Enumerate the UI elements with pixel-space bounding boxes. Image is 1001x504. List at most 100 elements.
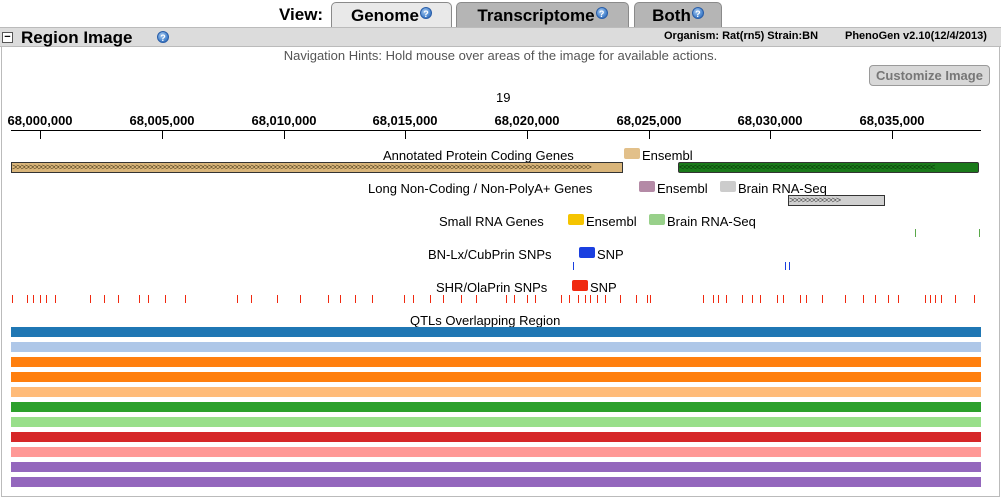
shr-snp-marker[interactable]	[898, 295, 899, 303]
shr-snp-marker[interactable]	[822, 295, 823, 303]
shr-snp-marker[interactable]	[605, 295, 606, 303]
shr-snp-marker[interactable]	[888, 295, 889, 303]
shr-snp-marker[interactable]	[340, 295, 341, 303]
shr-snp-marker[interactable]	[569, 295, 570, 303]
tab-both[interactable]: Both?	[634, 2, 722, 28]
qtl-bar[interactable]	[11, 462, 981, 472]
ensembl-legend-label: Ensembl	[657, 181, 708, 196]
shr-snp-marker[interactable]	[925, 295, 926, 303]
shr-snp-marker[interactable]	[40, 295, 41, 303]
shr-snp-marker[interactable]	[718, 295, 719, 303]
shr-snp-marker[interactable]	[726, 295, 727, 303]
shr-snp-marker[interactable]	[185, 295, 186, 303]
shr-snp-marker[interactable]	[941, 295, 942, 303]
qtl-bar[interactable]	[11, 447, 981, 457]
brain-rnaseq-legend-swatch	[649, 214, 665, 225]
shr-snp-marker[interactable]	[506, 295, 507, 303]
shr-snp-marker[interactable]	[527, 295, 528, 303]
shr-snp-marker[interactable]	[90, 295, 91, 303]
shr-snp-marker[interactable]	[703, 295, 704, 303]
shr-snp-marker[interactable]	[636, 295, 637, 303]
shr-snp-marker[interactable]	[974, 295, 975, 303]
shr-snp-marker[interactable]	[12, 295, 13, 303]
shr-snp-marker[interactable]	[148, 295, 149, 303]
shr-snp-marker[interactable]	[355, 295, 356, 303]
help-icon[interactable]: ?	[691, 7, 704, 19]
shr-snp-marker[interactable]	[165, 295, 166, 303]
qtl-bar[interactable]	[11, 387, 981, 397]
shr-snp-marker[interactable]	[33, 295, 34, 303]
view-tab-bar: View: Genome? Transcriptome? Both?	[0, 0, 1001, 28]
shr-snp-marker[interactable]	[806, 295, 807, 303]
shr-snp-marker[interactable]	[55, 295, 56, 303]
bn-snp-marker[interactable]	[573, 262, 574, 270]
qtl-bar[interactable]	[11, 402, 981, 412]
protein-coding-gene[interactable]: >>>>>>>>>>>>>>>>>>>>>>>>>>>>>>>>>>>>>>>>…	[11, 162, 623, 173]
shr-snp-marker[interactable]	[372, 295, 373, 303]
shr-snp-marker[interactable]	[845, 295, 846, 303]
tab-transcriptome[interactable]: Transcriptome?	[456, 2, 629, 28]
shr-snp-marker[interactable]	[578, 295, 579, 303]
shr-snp-marker[interactable]	[955, 295, 956, 303]
shr-snp-marker[interactable]	[713, 295, 714, 303]
shr-snp-marker[interactable]	[430, 295, 431, 303]
help-icon[interactable]: ?	[420, 7, 433, 19]
shr-snp-marker[interactable]	[404, 295, 405, 303]
qtl-bar[interactable]	[11, 342, 981, 352]
shr-snp-marker[interactable]	[800, 295, 801, 303]
shr-snp-marker[interactable]	[620, 295, 621, 303]
coordinate-label: 68,020,000	[494, 113, 560, 128]
tab-transcriptome-label: Transcriptome	[477, 6, 595, 25]
small-rna-feature[interactable]	[915, 229, 916, 237]
qtl-bar[interactable]	[11, 357, 981, 367]
help-icon[interactable]: ?	[595, 7, 608, 19]
qtl-track-title: QTLs Overlapping Region	[410, 313, 561, 328]
customize-image-button[interactable]: Customize Image	[869, 65, 990, 86]
shr-snp-marker[interactable]	[930, 295, 931, 303]
small-rna-feature[interactable]	[979, 229, 980, 237]
qtl-bar[interactable]	[11, 417, 981, 427]
shr-snp-marker[interactable]	[46, 295, 47, 303]
tab-both-label: Both	[652, 6, 691, 25]
shr-snp-marker[interactable]	[328, 295, 329, 303]
shr-snp-marker[interactable]	[118, 295, 119, 303]
shr-snp-marker[interactable]	[104, 295, 105, 303]
shr-snp-marker[interactable]	[27, 295, 28, 303]
qtl-bar[interactable]	[11, 327, 981, 337]
shr-snp-marker[interactable]	[413, 295, 414, 303]
shr-snp-marker[interactable]	[514, 295, 515, 303]
tab-genome[interactable]: Genome?	[331, 2, 452, 28]
shr-snp-marker[interactable]	[561, 295, 562, 303]
qtl-bar[interactable]	[11, 432, 981, 442]
shr-snp-marker[interactable]	[476, 295, 477, 303]
shr-snp-marker[interactable]	[597, 295, 598, 303]
shr-snp-marker[interactable]	[647, 295, 648, 303]
shr-snp-marker[interactable]	[443, 295, 444, 303]
qtl-bar[interactable]	[11, 372, 981, 382]
shr-snp-marker[interactable]	[742, 295, 743, 303]
shr-snp-marker[interactable]	[875, 295, 876, 303]
shr-snp-marker[interactable]	[935, 295, 936, 303]
help-icon[interactable]: ?	[157, 31, 169, 43]
bn-snp-marker[interactable]	[785, 262, 786, 270]
shr-snp-marker[interactable]	[752, 295, 753, 303]
shr-snp-marker[interactable]	[760, 295, 761, 303]
shr-snp-marker[interactable]	[590, 295, 591, 303]
qtl-bar[interactable]	[11, 477, 981, 487]
shr-snp-marker[interactable]	[777, 295, 778, 303]
shr-snp-marker[interactable]	[251, 295, 252, 303]
lnc-gene[interactable]: >>>>>>>>>>>>	[788, 195, 885, 206]
protein-coding-gene[interactable]: <<<<<<<<<<<<<<<<<<<<<<<<<<<<<<<<<<<<<<<<…	[678, 162, 979, 173]
shr-snp-marker[interactable]	[535, 295, 536, 303]
bn-snp-marker[interactable]	[789, 262, 790, 270]
shr-snp-marker[interactable]	[300, 295, 301, 303]
shr-snp-marker[interactable]	[461, 295, 462, 303]
shr-snp-marker[interactable]	[650, 295, 651, 303]
shr-snp-marker[interactable]	[585, 295, 586, 303]
shr-snp-marker[interactable]	[237, 295, 238, 303]
shr-snp-marker[interactable]	[277, 295, 278, 303]
collapse-icon[interactable]: −	[2, 32, 13, 43]
shr-snp-marker[interactable]	[783, 295, 784, 303]
shr-snp-marker[interactable]	[863, 295, 864, 303]
shr-snp-marker[interactable]	[139, 295, 140, 303]
